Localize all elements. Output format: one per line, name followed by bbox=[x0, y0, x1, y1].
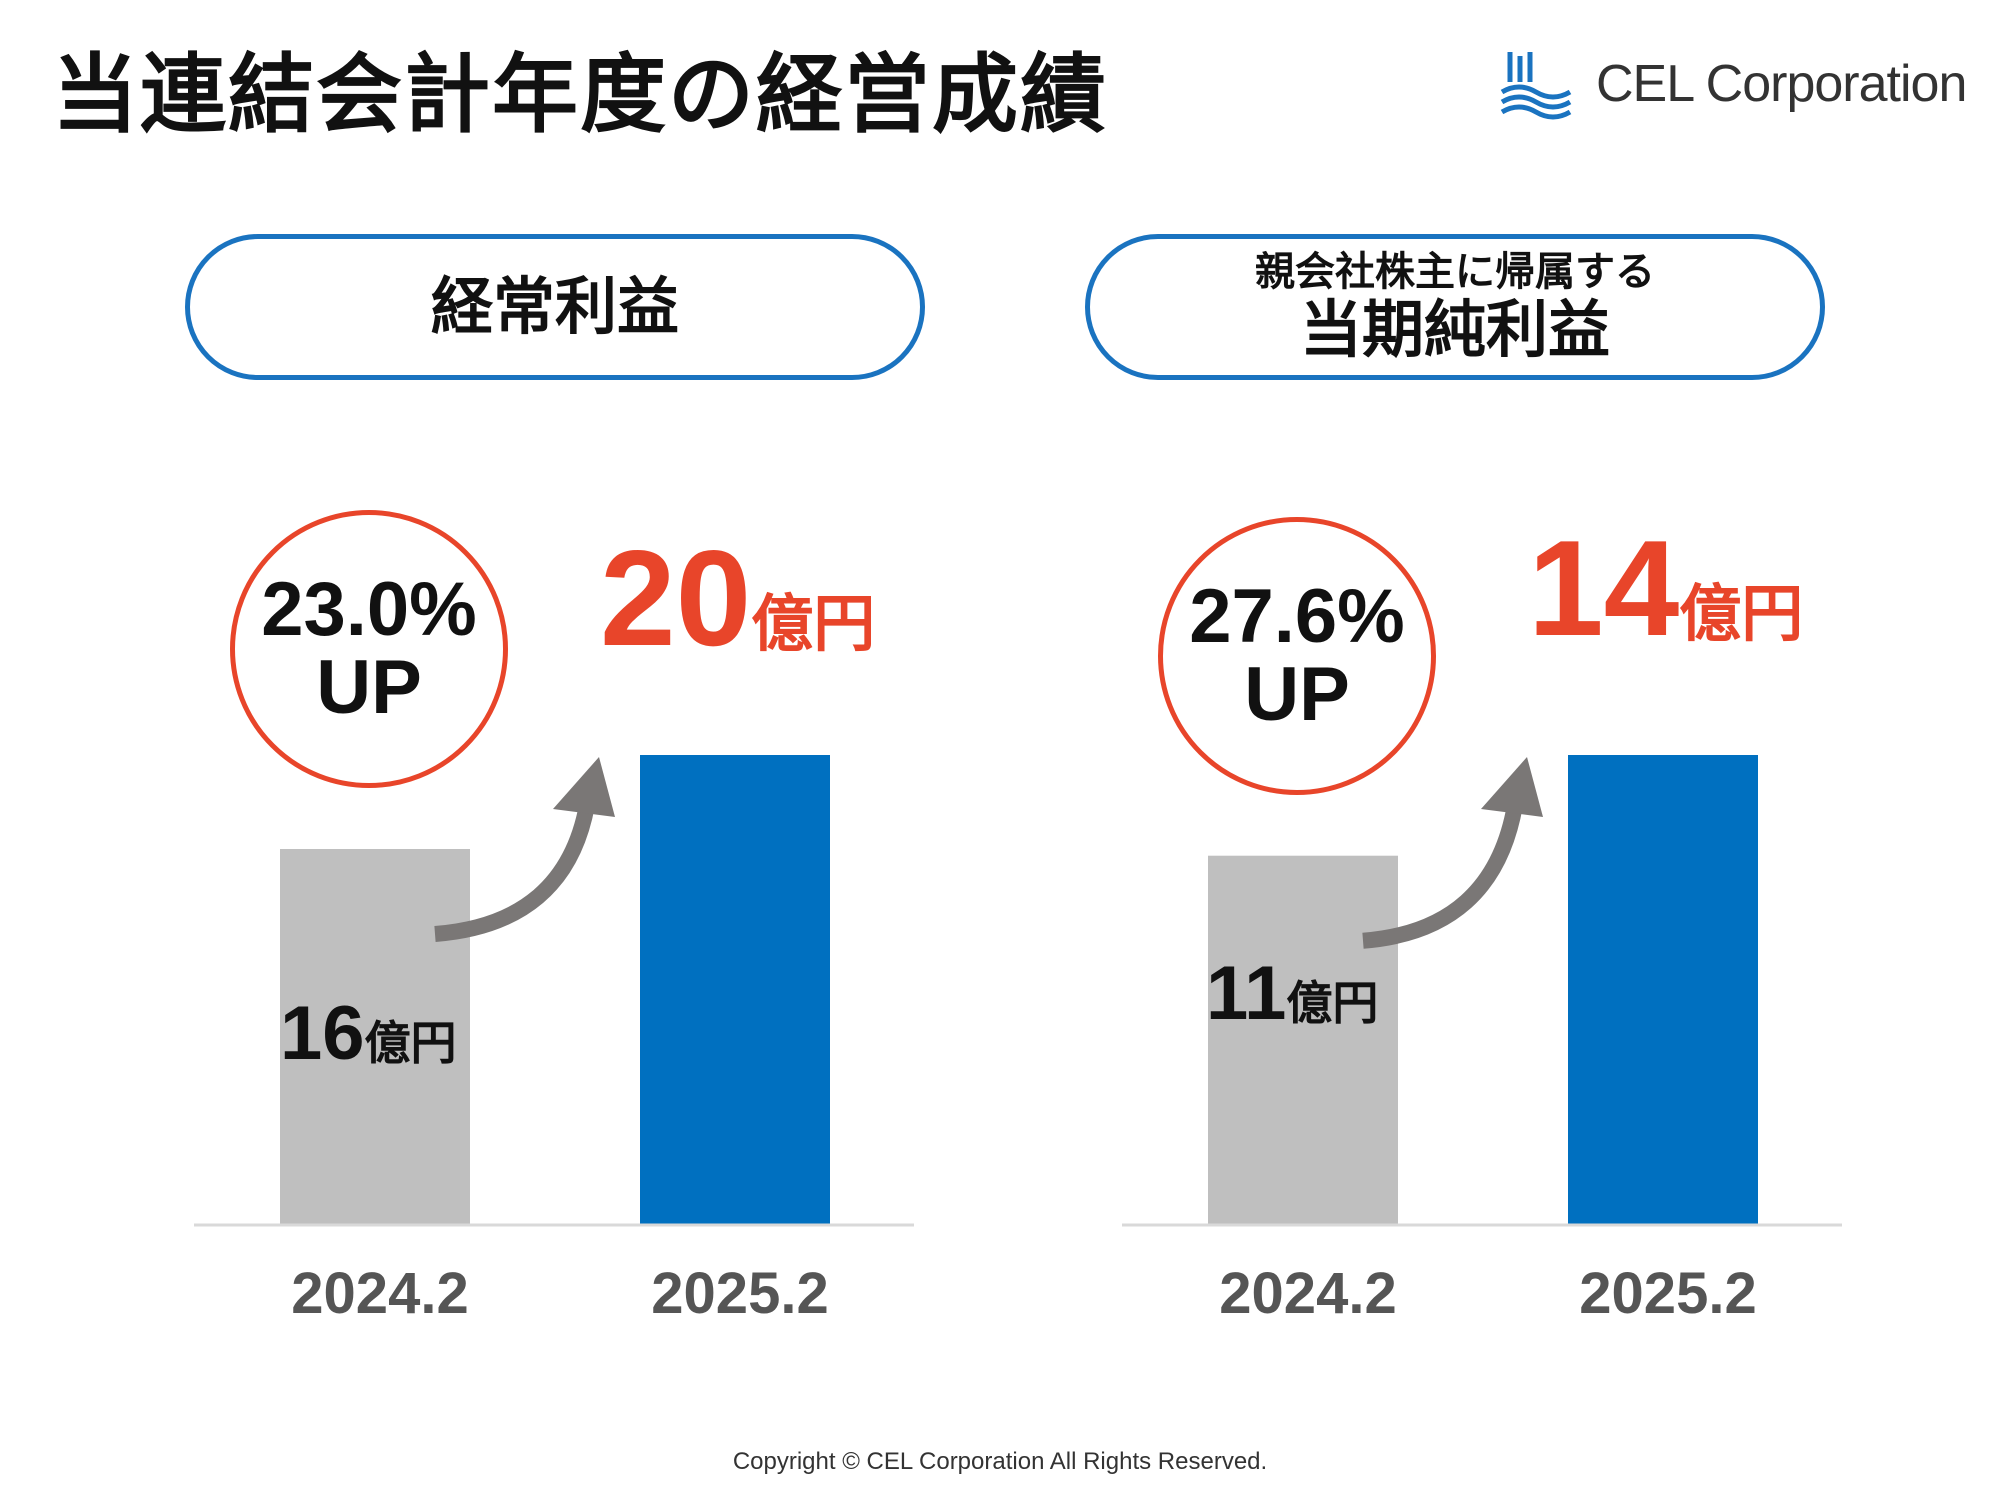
net-income-label: 親会社株主に帰属する 当期純利益 bbox=[1085, 234, 1825, 380]
growth-arrow-head bbox=[1481, 757, 1543, 817]
growth-badge: 23.0% UP bbox=[230, 510, 508, 788]
chart-canvas bbox=[194, 755, 914, 1227]
current-value-number: 14 bbox=[1528, 512, 1680, 664]
growth-arrow-head bbox=[553, 757, 615, 817]
x-tick-label: 2024.2 bbox=[291, 1261, 469, 1326]
bar-current-year bbox=[1568, 755, 1758, 1225]
ordinary-profit-chart: 23.0% UP 20億円 16億円 2024.2 2025.2 bbox=[190, 500, 950, 1360]
company-logo: CEL Corporation bbox=[1500, 48, 1980, 128]
prior-value-unit: 億円 bbox=[364, 1016, 457, 1070]
growth-badge: 27.6% UP bbox=[1158, 517, 1436, 795]
prior-value-label: 16億円 bbox=[280, 990, 457, 1077]
current-value-label: 20億円 bbox=[600, 520, 875, 676]
current-value-number: 20 bbox=[600, 522, 752, 674]
prior-value-number: 11 bbox=[1206, 951, 1287, 1036]
ordinary-profit-label: 経常利益 bbox=[185, 234, 925, 380]
panel-label-main: 経常利益 bbox=[430, 269, 679, 343]
x-tick-label: 2025.2 bbox=[1579, 1261, 1757, 1326]
prior-value-label: 11億円 bbox=[1206, 950, 1378, 1037]
page-title: 当連結会計年度の経営成績 bbox=[52, 45, 1108, 145]
current-value-unit: 億円 bbox=[1679, 577, 1804, 650]
logo-text: CEL Corporation bbox=[1596, 55, 1967, 113]
panel-label-pre: 親会社株主に帰属する bbox=[1255, 248, 1655, 295]
x-tick-label: 2025.2 bbox=[651, 1261, 829, 1326]
chart-canvas bbox=[1122, 755, 1842, 1227]
growth-value: 27.6% bbox=[1189, 574, 1405, 660]
cel-wave-logo-icon bbox=[1500, 52, 1572, 120]
net-income-chart: 27.6% UP 14億円 11億円 2024.2 2025.2 bbox=[1118, 500, 1878, 1360]
growth-value: 23.0% bbox=[261, 567, 477, 653]
bar-current-year bbox=[640, 755, 830, 1225]
growth-suffix: UP bbox=[316, 645, 422, 730]
copyright-footer: Copyright © CEL Corporation All Rights R… bbox=[732, 1448, 1268, 1475]
bar-prior-year bbox=[280, 849, 470, 1225]
growth-arrow bbox=[434, 803, 595, 942]
growth-suffix: UP bbox=[1244, 652, 1350, 737]
prior-value-unit: 億円 bbox=[1286, 976, 1379, 1030]
current-value-unit: 億円 bbox=[751, 587, 876, 660]
bar-prior-year bbox=[1208, 855, 1398, 1225]
prior-value-number: 16 bbox=[280, 991, 365, 1076]
growth-arrow bbox=[1362, 803, 1523, 949]
current-value-label: 14億円 bbox=[1528, 510, 1803, 666]
x-tick-label: 2024.2 bbox=[1219, 1261, 1397, 1326]
panel-label-main: 当期純利益 bbox=[1299, 292, 1610, 366]
